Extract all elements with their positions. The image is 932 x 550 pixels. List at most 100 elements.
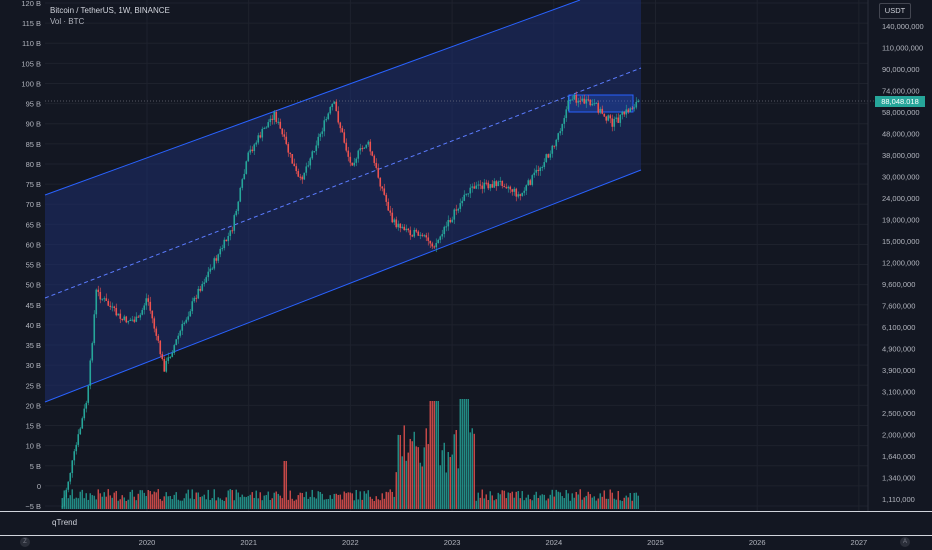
zoom-icon[interactable]: Z bbox=[20, 537, 30, 547]
candle bbox=[635, 101, 638, 108]
candle bbox=[523, 190, 526, 193]
volume-bar bbox=[341, 499, 343, 509]
right-axis-label: 24,000,000 bbox=[882, 194, 920, 203]
candle bbox=[593, 103, 596, 105]
right-axis-label: 38,000,000 bbox=[882, 151, 920, 160]
channel-lower-line[interactable] bbox=[44, 169, 642, 403]
candle bbox=[555, 139, 558, 147]
candle bbox=[325, 119, 328, 121]
candle bbox=[265, 127, 268, 129]
candle bbox=[129, 319, 132, 322]
volume-bar bbox=[631, 500, 633, 509]
right-axis-label: 140,000,000 bbox=[882, 22, 924, 31]
candle bbox=[337, 111, 340, 123]
candle bbox=[173, 345, 176, 353]
candle bbox=[257, 135, 260, 143]
volume-bar bbox=[601, 496, 603, 509]
candle bbox=[311, 151, 314, 159]
channel-mid-line[interactable] bbox=[44, 67, 642, 299]
currency-button[interactable]: USDT bbox=[879, 3, 911, 19]
candle bbox=[429, 240, 432, 244]
candle bbox=[75, 444, 78, 452]
volume-bar bbox=[143, 492, 145, 509]
volume-bar bbox=[597, 498, 599, 509]
candle bbox=[557, 133, 560, 140]
volume-bar bbox=[599, 493, 601, 509]
candle bbox=[121, 318, 124, 320]
volume-bar bbox=[589, 494, 591, 509]
candle bbox=[575, 94, 578, 103]
volume-bar bbox=[431, 401, 433, 509]
volume-bar bbox=[427, 444, 429, 509]
auto-scale-icon[interactable]: A bbox=[900, 537, 910, 547]
candle bbox=[97, 289, 100, 292]
candle bbox=[493, 181, 496, 188]
candle bbox=[451, 219, 454, 223]
candle bbox=[355, 158, 358, 163]
candle bbox=[113, 306, 116, 308]
volume-bar bbox=[91, 495, 93, 509]
volume-bar bbox=[131, 489, 133, 509]
candle bbox=[507, 186, 510, 189]
qtrend-pane[interactable]: qTrend bbox=[0, 511, 932, 536]
candle bbox=[161, 354, 164, 360]
volume-bar bbox=[307, 498, 309, 509]
candle bbox=[87, 385, 90, 403]
volume-bar bbox=[421, 466, 423, 509]
candle bbox=[155, 328, 158, 336]
candle bbox=[85, 402, 88, 409]
volume-bar bbox=[189, 498, 191, 509]
candle bbox=[563, 118, 566, 124]
volume-legend[interactable]: Vol · BTC bbox=[50, 17, 85, 26]
right-axis-label: 9,600,000 bbox=[882, 280, 915, 289]
candle bbox=[227, 236, 230, 242]
candle bbox=[411, 235, 414, 237]
candle bbox=[133, 319, 136, 322]
right-axis-label: 3,900,000 bbox=[882, 366, 915, 375]
volume-bar bbox=[129, 491, 131, 509]
candle bbox=[135, 316, 138, 322]
candle bbox=[287, 144, 290, 153]
candle bbox=[535, 169, 538, 173]
volume-bar bbox=[275, 491, 277, 509]
volume-bar bbox=[151, 494, 153, 509]
candle bbox=[317, 136, 320, 146]
volume-bar bbox=[109, 495, 111, 509]
volume-bar bbox=[533, 494, 535, 509]
candle bbox=[607, 115, 610, 121]
left-axis-label: 105 B bbox=[21, 59, 41, 68]
volume-bar bbox=[267, 491, 269, 509]
volume-bar bbox=[399, 435, 401, 509]
left-axis-label: 80 B bbox=[26, 160, 41, 169]
candle bbox=[175, 339, 178, 346]
candle bbox=[525, 185, 528, 191]
volume-bar bbox=[439, 465, 441, 509]
volume-bar bbox=[265, 495, 267, 509]
left-axis-label: 75 B bbox=[26, 180, 41, 189]
candle bbox=[231, 230, 234, 232]
volume-bar bbox=[203, 494, 205, 509]
candle bbox=[621, 111, 624, 115]
channel-upper-line[interactable] bbox=[44, 0, 581, 196]
candle bbox=[165, 360, 168, 372]
volume-bar bbox=[483, 498, 485, 509]
left-axis-label: 0 bbox=[37, 482, 41, 491]
candle bbox=[605, 116, 608, 121]
candle bbox=[127, 321, 130, 323]
time-axis-label: 2022 bbox=[342, 538, 359, 547]
volume-bar bbox=[85, 493, 87, 509]
candle bbox=[469, 187, 472, 194]
candle bbox=[569, 99, 572, 101]
candle bbox=[415, 229, 418, 232]
right-axis-label: 2,500,000 bbox=[882, 409, 915, 418]
qtrend-label[interactable]: qTrend bbox=[52, 518, 78, 527]
volume-bar bbox=[451, 454, 453, 509]
volume-bar bbox=[621, 500, 623, 509]
ticker-title[interactable]: Bitcoin / TetherUS, 1W, BINANCE bbox=[50, 6, 170, 15]
candle bbox=[445, 226, 448, 228]
volume-bar bbox=[167, 496, 169, 509]
volume-bar bbox=[595, 500, 597, 509]
volume-bar bbox=[211, 498, 213, 509]
volume-bar bbox=[137, 493, 139, 509]
